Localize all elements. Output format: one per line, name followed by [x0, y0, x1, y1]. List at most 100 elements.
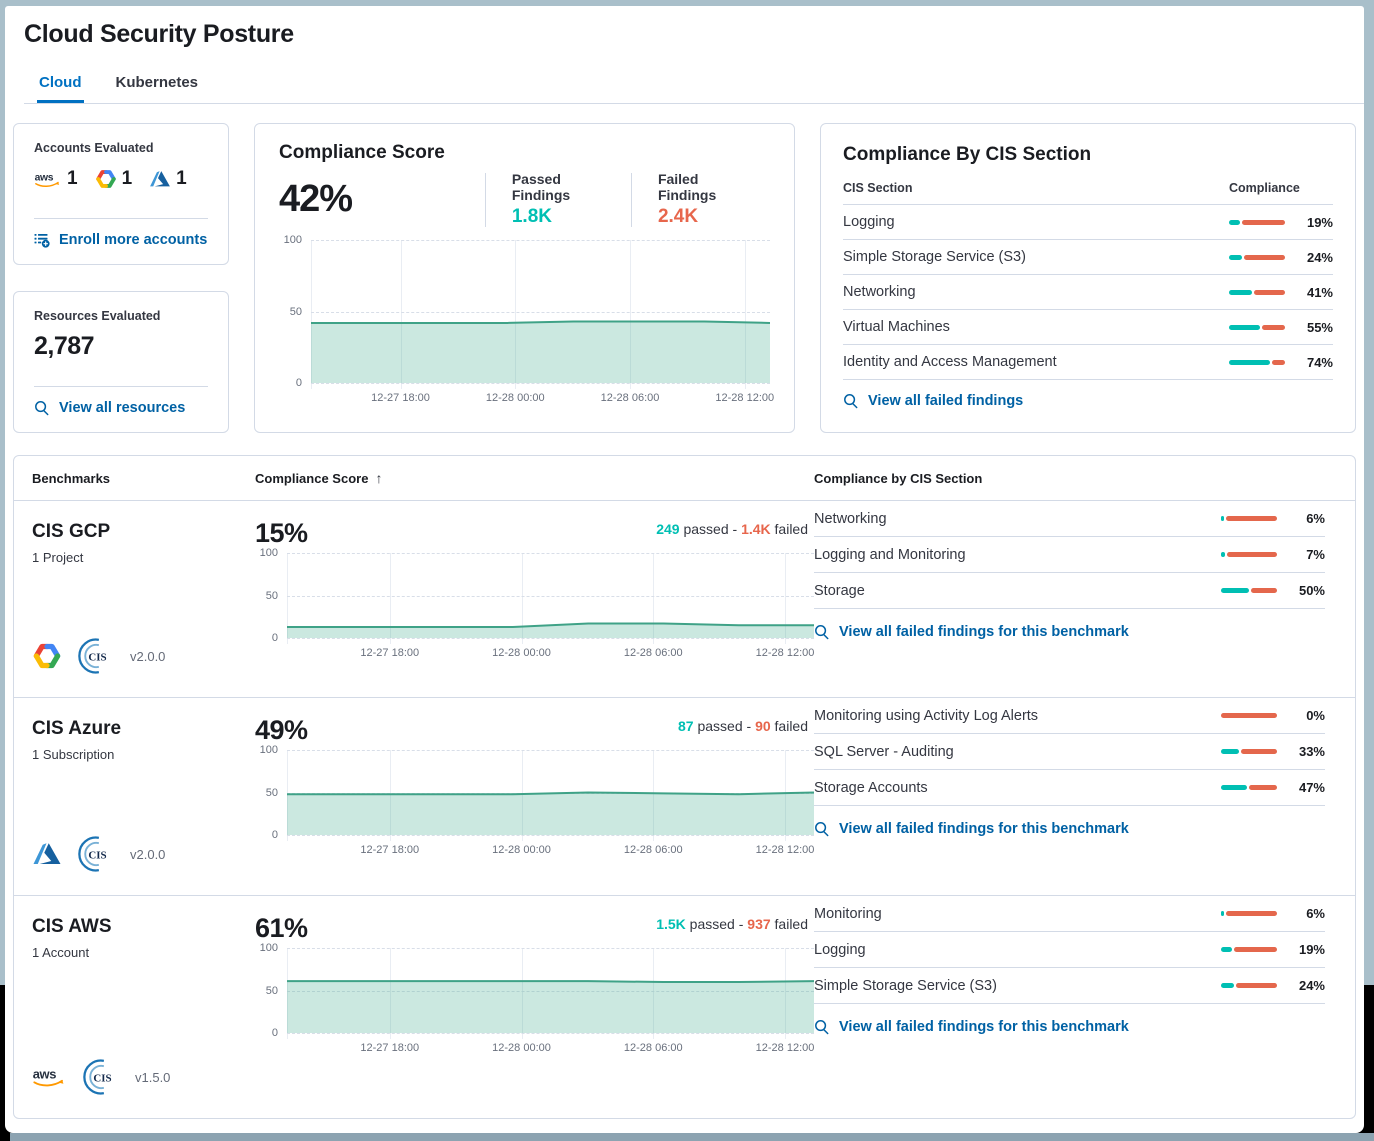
- failed-findings-block: Failed Findings 2.4K: [632, 171, 770, 228]
- x-tick-label: 12-28 06:00: [623, 647, 683, 659]
- benchmark-info: CIS Azure 1 Subscription CIS v2.0.0: [32, 698, 255, 895]
- compliance-percent: 6%: [1306, 906, 1325, 921]
- gcp-logo: [32, 641, 62, 671]
- gridline: [389, 948, 391, 1039]
- x-tick-label: 12-28 00:00: [485, 392, 545, 404]
- x-tick-label: 12-27 18:00: [371, 392, 430, 404]
- provider-count-gcp: 1: [95, 168, 133, 190]
- gridline: [311, 311, 770, 313]
- view-all-resources-link[interactable]: View all resources: [34, 400, 208, 416]
- provider-count-aws: aws 1: [34, 168, 78, 190]
- compliance-bar-passed-segment: [1229, 289, 1252, 295]
- benchmarks-table: Benchmarks Compliance Score ↑ Compliance …: [13, 455, 1356, 1119]
- chart-x-axis: 12-27 18:00 12-28 00:00 12-28 06:00 12-28 1…: [311, 392, 774, 407]
- cis-section-row: Logging 19%: [843, 205, 1333, 240]
- compliance-score-chart-slot: 100 50 0 12-27 18:00 12-28 00:00 12-28 06:00 1…: [279, 234, 774, 407]
- view-failed-findings-benchmark-link[interactable]: View all failed findings for this benchm…: [814, 1019, 1325, 1035]
- overall-compliance-score: 42%: [279, 178, 353, 220]
- compliance-bar-failed-segment: [1272, 359, 1285, 365]
- compliance-bar-passed-segment: [1229, 219, 1240, 225]
- cis-section-row: Virtual Machines 55%: [843, 310, 1333, 345]
- compliance-score-column-header[interactable]: Compliance Score ↑: [255, 470, 814, 486]
- benchmark-cis-sections: Monitoring 6% Logging 19% Simple Storage Ser…: [814, 896, 1337, 1118]
- compliance-bar: [1221, 947, 1277, 952]
- chart-y-axis: 100 50 0: [259, 547, 278, 644]
- benchmark-info: CIS GCP 1 Project CIS v2.0.0: [32, 501, 255, 697]
- compliance-percent: 0%: [1306, 708, 1325, 723]
- provider-account-count: 1: [176, 168, 187, 189]
- aws-logo: aws: [32, 1065, 67, 1089]
- svg-text:CIS: CIS: [88, 849, 106, 861]
- compliance-score-title: Compliance Score: [279, 142, 445, 163]
- benchmark-score-column: 61% 1.5K passed - 937 failed 100 50 0 12-27 1…: [255, 896, 814, 1118]
- cis-section-row: Simple Storage Service (S3) 24%: [843, 240, 1333, 275]
- cis-section-compliance: 19%: [1229, 215, 1333, 230]
- accounts-evaluated-card: Accounts Evaluated aws 1 1 1 Enroll more ac…: [13, 123, 229, 265]
- gridline: [287, 553, 288, 644]
- cis-section-compliance: 6%: [1221, 906, 1325, 921]
- benchmark-passed-failed: 87 passed - 90 failed: [678, 718, 808, 734]
- compliance-trend-series: [287, 948, 814, 1033]
- compliance-percent: 19%: [1306, 214, 1333, 230]
- provider-account-count: 1: [121, 168, 133, 189]
- enroll-more-accounts-label: Enroll more accounts: [59, 232, 208, 248]
- compliance-percent: 74%: [1306, 354, 1333, 370]
- gridline: [521, 948, 523, 1039]
- gridline: [287, 750, 814, 751]
- compliance-score-column-label: Compliance Score: [255, 471, 369, 486]
- cis-table-header: CIS Section Compliance: [843, 181, 1333, 205]
- svg-text:CIS: CIS: [93, 1072, 111, 1084]
- gridline: [287, 835, 814, 836]
- benchmark-failed-value: 1.4K: [741, 521, 771, 537]
- page-title: Cloud Security Posture: [24, 20, 294, 48]
- compliance-percent: 24%: [1298, 978, 1325, 993]
- cis-section-row: Monitoring using Activity Log Alerts 0%: [814, 698, 1325, 734]
- benchmark-passed-value: 87: [678, 718, 694, 734]
- chart-plot-area: [287, 750, 814, 841]
- gridline: [785, 553, 786, 644]
- cis-benchmark-logo: CIS: [77, 637, 115, 675]
- cis-section-row: Monitoring 6%: [814, 896, 1325, 932]
- compliance-bar-failed-segment: [1249, 785, 1277, 790]
- cis-section-label: Logging and Monitoring: [814, 546, 966, 563]
- x-tick-label: 12-28 06:00: [623, 844, 683, 856]
- compliance-bar: [1221, 983, 1277, 988]
- benchmark-subtitle: 1 Account: [32, 945, 90, 960]
- compliance-bar-passed-segment: [1221, 785, 1248, 790]
- x-tick-label: 12-27 18:00: [360, 1042, 420, 1054]
- cis-section-rows: Logging 19% Simple Storage Service (S3) 24%…: [843, 205, 1333, 380]
- benchmark-failed-value: 937: [747, 916, 771, 932]
- cis-section-compliance: 47%: [1221, 780, 1325, 795]
- cis-section-label: Storage Accounts: [814, 779, 928, 796]
- benchmark-subtitle: 1 Project: [32, 550, 84, 565]
- failed-findings-label: Failed Findings: [657, 171, 717, 203]
- tab-kubernetes[interactable]: Kubernetes: [115, 74, 199, 91]
- benchmark-failed-value: 90: [755, 718, 771, 734]
- view-all-failed-findings-link[interactable]: View all failed findings: [843, 393, 1333, 409]
- benchmark-cis-sections: Monitoring using Activity Log Alerts 0% SQ…: [814, 698, 1337, 895]
- aws-logo: aws: [34, 170, 62, 189]
- enroll-more-accounts-link[interactable]: Enroll more accounts: [34, 232, 208, 248]
- divider: [631, 172, 632, 227]
- compliance-by-cis-title: Compliance By CIS Section: [843, 144, 1092, 165]
- x-tick-label: 12-27 18:00: [360, 647, 420, 659]
- tab-cloud[interactable]: Cloud: [37, 70, 84, 103]
- cis-section-label: Identity and Access Management: [843, 354, 1057, 370]
- x-tick-label: 12-27 18:00: [360, 844, 420, 856]
- benchmark-passed-value: 1.5K: [656, 916, 686, 932]
- view-failed-findings-benchmark-link-label: View all failed findings for this benchm…: [839, 1019, 1129, 1035]
- compliance-trend-series: [287, 553, 814, 638]
- cis-section-label: Virtual Machines: [843, 319, 950, 335]
- cis-section-compliance: 74%: [1229, 355, 1333, 370]
- azure-logo: [32, 839, 62, 869]
- gridline: [630, 240, 631, 389]
- compliance-bar: [1221, 911, 1277, 916]
- view-failed-findings-benchmark-link[interactable]: View all failed findings for this benchm…: [814, 821, 1325, 837]
- x-tick-label: 12-28 12:00: [755, 844, 815, 856]
- divider: [34, 386, 208, 387]
- compliance-by-cis-column-header: Compliance by CIS Section: [814, 470, 983, 486]
- view-failed-findings-benchmark-link[interactable]: View all failed findings for this benchm…: [814, 624, 1325, 640]
- cis-section-label: Storage: [814, 582, 865, 599]
- x-tick-label: 12-28 00:00: [492, 844, 551, 856]
- azure-logo: [149, 168, 171, 190]
